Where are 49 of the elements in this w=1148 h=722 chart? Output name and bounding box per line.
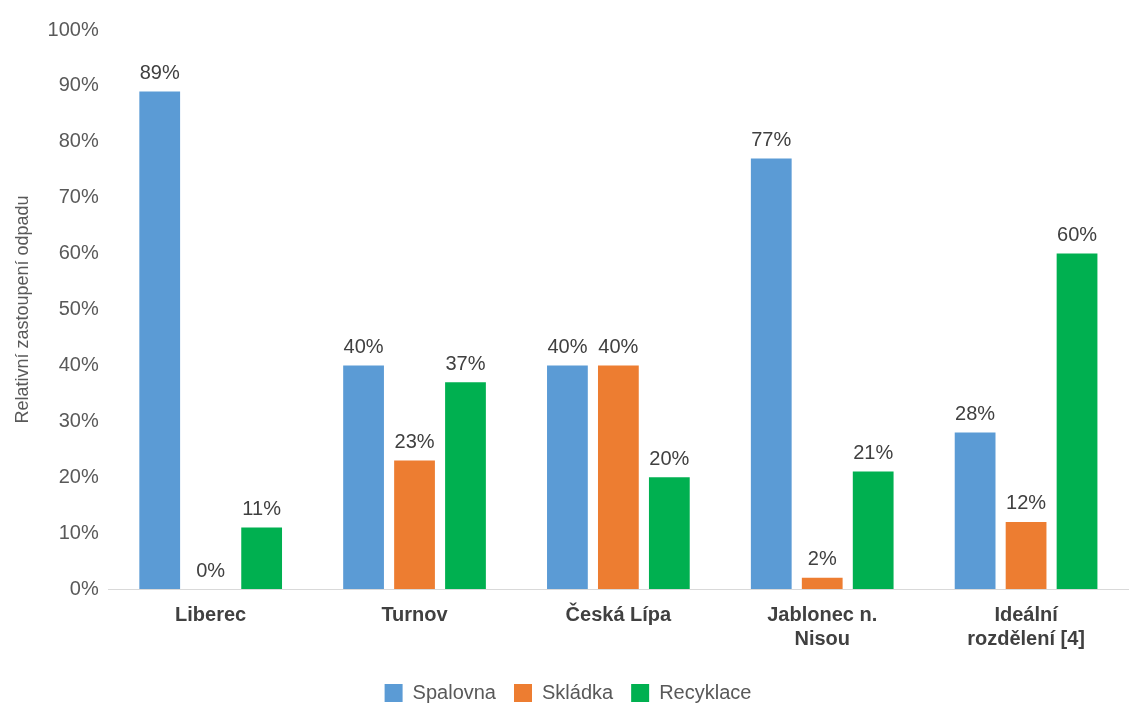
data-label: 40%	[598, 334, 639, 357]
x-tick-label: Česká Lípa	[565, 601, 673, 625]
bar	[852, 471, 894, 589]
y-tick-label: 0%	[69, 576, 99, 599]
bar	[1056, 253, 1098, 589]
y-tick-label: 90%	[58, 73, 99, 96]
legend-label: Spalovna	[412, 680, 497, 703]
bar	[597, 365, 639, 589]
data-label: 23%	[394, 429, 435, 452]
x-tick-label: Jablonec n. Nisou	[767, 602, 878, 649]
y-tick-label: 20%	[58, 464, 99, 487]
data-label: 37%	[445, 351, 486, 374]
legend-label: Recyklace	[659, 680, 752, 703]
y-axis-title: Relativní zastoupení odpadu	[11, 195, 32, 424]
bar	[445, 382, 486, 589]
bar	[954, 432, 996, 589]
bar	[241, 527, 283, 589]
y-tick-label: 70%	[58, 185, 99, 208]
data-label: 28%	[955, 402, 996, 424]
data-label: 60%	[1057, 223, 1098, 246]
data-label: 2%	[807, 547, 837, 570]
bar	[750, 158, 792, 589]
bar	[394, 460, 435, 589]
y-tick-label: 100%	[47, 17, 99, 40]
data-label: 40%	[343, 334, 384, 357]
bar	[343, 365, 384, 589]
y-tick-label: 30%	[58, 408, 99, 431]
data-label: 40%	[547, 334, 588, 357]
y-tick-label: 80%	[58, 129, 99, 152]
data-label: 12%	[1006, 491, 1047, 514]
data-label: 77%	[751, 128, 792, 151]
x-tick-label: Liberec	[175, 602, 247, 625]
bar	[547, 365, 588, 589]
y-tick-label: 10%	[58, 520, 99, 543]
data-label: 0%	[196, 558, 226, 581]
bar	[648, 477, 690, 589]
legend-label: Skládka	[542, 680, 615, 703]
data-label: 89%	[139, 61, 180, 84]
bar	[1005, 521, 1047, 589]
y-tick-label: 40%	[58, 352, 99, 375]
bar	[801, 577, 843, 589]
y-tick-label: 60%	[58, 241, 99, 264]
x-tick-label: Ideální rozdělení [4]	[967, 602, 1085, 649]
data-label: 20%	[649, 446, 690, 469]
bar	[139, 91, 181, 589]
y-tick-label: 50%	[58, 297, 99, 320]
data-label: 11%	[242, 497, 282, 520]
x-tick-label: Turnov	[381, 602, 449, 625]
data-label: 21%	[853, 441, 894, 464]
